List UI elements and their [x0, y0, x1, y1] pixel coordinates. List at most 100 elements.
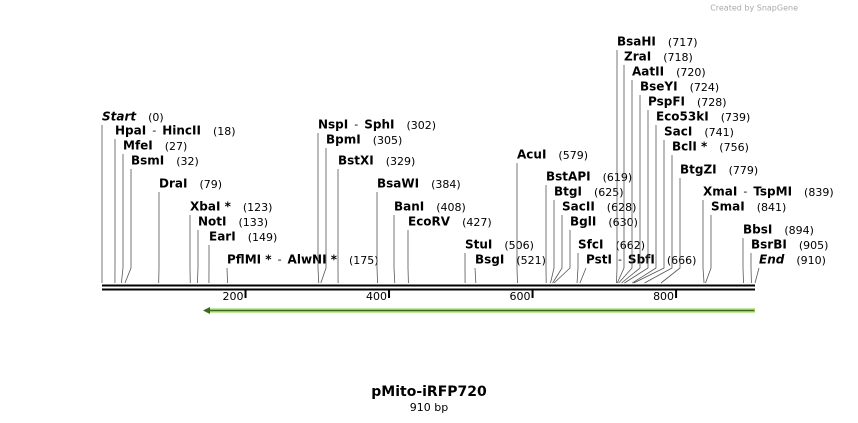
enzyme-name: DraI — [159, 177, 187, 191]
site-position: (910) — [796, 254, 826, 267]
site-leader — [550, 200, 555, 284]
enzyme-name: BsmI — [131, 154, 164, 168]
site-leader — [616, 65, 625, 284]
site-leader — [644, 155, 673, 284]
enzyme-name: TspMI — [753, 185, 792, 199]
enzyme-name: BpmI — [326, 133, 361, 147]
enzyme-name: BanI — [394, 200, 424, 214]
site-position: (79) — [199, 178, 222, 191]
scale-label: 200 — [223, 290, 244, 303]
enzyme-name: PflMI * — [227, 253, 272, 267]
site-position: (741) — [704, 126, 734, 139]
name-separator: - — [354, 118, 358, 131]
site-position: (720) — [676, 66, 706, 79]
site-position: (779) — [729, 164, 759, 177]
site-leader — [579, 267, 587, 284]
enzyme-name: BstAPI — [546, 170, 591, 184]
site-leader — [197, 230, 199, 284]
enzyme-name: EarI — [209, 230, 236, 244]
enzyme-name: BclI * — [672, 140, 708, 154]
enzyme-name: SacII — [562, 200, 595, 214]
site-position: (628) — [607, 201, 637, 214]
enzyme-name: HpaI — [115, 124, 146, 138]
site-position: (717) — [668, 36, 698, 49]
site-position: (521) — [516, 254, 546, 267]
enzyme-name: EcoRV — [408, 215, 451, 229]
title: pMito-iRFP720 — [371, 384, 487, 400]
site-position: (728) — [697, 96, 727, 109]
name-separator: - — [152, 124, 156, 137]
site-leader — [124, 169, 132, 284]
name-separator: - — [618, 253, 622, 266]
site-position: (905) — [799, 239, 829, 252]
length-label: 910 bp — [410, 401, 448, 414]
enzyme-name: BtgZI — [680, 163, 717, 177]
site-leader — [226, 267, 228, 284]
site-position: (739) — [721, 111, 751, 124]
enzyme-name: PspFI — [648, 95, 685, 109]
site-position: (408) — [436, 201, 466, 214]
enzyme-name: AatII — [632, 65, 664, 79]
site-position: (579) — [558, 149, 588, 162]
site-position: (662) — [615, 239, 645, 252]
enzyme-name: NspI — [318, 118, 348, 132]
enzyme-name: StuI — [465, 238, 492, 252]
enzyme-name: SphI — [364, 118, 394, 132]
enzyme-name: SacI — [664, 125, 692, 139]
name-separator: - — [278, 253, 282, 266]
enzyme-name: HincII — [162, 124, 201, 138]
site-position: (27) — [165, 140, 188, 153]
enzyme-name: XmaI — [703, 185, 737, 199]
enzyme-name: Start — [102, 110, 137, 124]
site-position: (427) — [462, 216, 492, 229]
site-position: (718) — [663, 51, 693, 64]
credit: Created by SnapGene — [710, 4, 798, 13]
site-position: (329) — [386, 155, 416, 168]
site-leader — [705, 215, 712, 284]
enzyme-name: NotI — [198, 215, 227, 229]
site-position: (630) — [608, 216, 638, 229]
site-leader — [618, 80, 633, 284]
enzyme-name: BstXI — [338, 154, 374, 168]
site-position: (384) — [431, 178, 461, 191]
site-position: (18) — [213, 125, 236, 138]
name-separator: - — [743, 185, 747, 198]
enzyme-name: SmaI — [711, 200, 745, 214]
site-leader — [742, 238, 744, 284]
enzyme-name: XbaI * — [190, 200, 232, 214]
enzyme-name: Eco53kI — [656, 110, 709, 124]
enzyme-name: BbsI — [743, 223, 772, 237]
site-position: (123) — [243, 201, 273, 214]
site-leader — [621, 95, 641, 284]
scale-label: 600 — [510, 290, 531, 303]
site-leader — [120, 154, 124, 284]
site-position: (175) — [349, 254, 379, 267]
site-position: (894) — [784, 224, 814, 237]
site-leader — [393, 215, 396, 284]
scale-label: 800 — [653, 290, 674, 303]
site-leader — [754, 267, 760, 284]
site-leader — [702, 200, 705, 284]
enzyme-name: BsaHI — [617, 35, 656, 49]
enzyme-name: BtgI — [554, 185, 582, 199]
site-position: (0) — [148, 111, 164, 124]
site-position: (666) — [667, 254, 697, 267]
enzyme-name: ZraI — [624, 50, 651, 64]
enzyme-name: End — [759, 253, 785, 267]
site-leader — [552, 215, 563, 284]
site-position: (756) — [719, 141, 749, 154]
enzyme-name: BsaWI — [377, 177, 419, 191]
site-position: (32) — [176, 155, 199, 168]
site-leader — [624, 110, 649, 284]
site-leader — [576, 253, 579, 284]
site-position: (506) — [504, 239, 534, 252]
site-leader — [474, 267, 477, 284]
enzyme-name: BsgI — [475, 253, 504, 267]
enzyme-name: BseYI — [640, 80, 678, 94]
enzyme-name: PstI — [586, 253, 612, 267]
arrow-head — [203, 307, 210, 314]
scale-label: 400 — [366, 290, 387, 303]
enzyme-name: SfcI — [578, 238, 603, 252]
site-position: (149) — [248, 231, 278, 244]
